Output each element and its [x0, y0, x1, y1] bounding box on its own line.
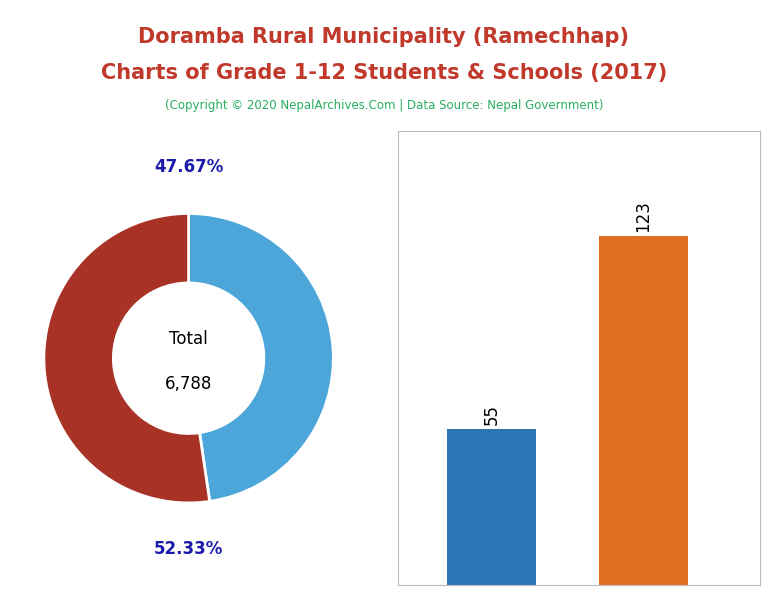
Text: Charts of Grade 1-12 Students & Schools (2017): Charts of Grade 1-12 Students & Schools …	[101, 63, 667, 83]
Text: Total: Total	[169, 330, 208, 349]
Wedge shape	[189, 214, 333, 501]
Text: 47.67%: 47.67%	[154, 158, 223, 176]
Text: 52.33%: 52.33%	[154, 540, 223, 558]
Text: (Copyright © 2020 NepalArchives.Com | Data Source: Nepal Government): (Copyright © 2020 NepalArchives.Com | Da…	[165, 99, 603, 112]
Bar	[599, 236, 688, 585]
Text: Doramba Rural Municipality (Ramechhap): Doramba Rural Municipality (Ramechhap)	[138, 27, 630, 47]
Text: 123: 123	[634, 200, 653, 232]
Wedge shape	[44, 214, 210, 503]
Text: 55: 55	[483, 404, 501, 425]
Text: 6,788: 6,788	[165, 376, 212, 393]
Bar	[448, 429, 536, 585]
